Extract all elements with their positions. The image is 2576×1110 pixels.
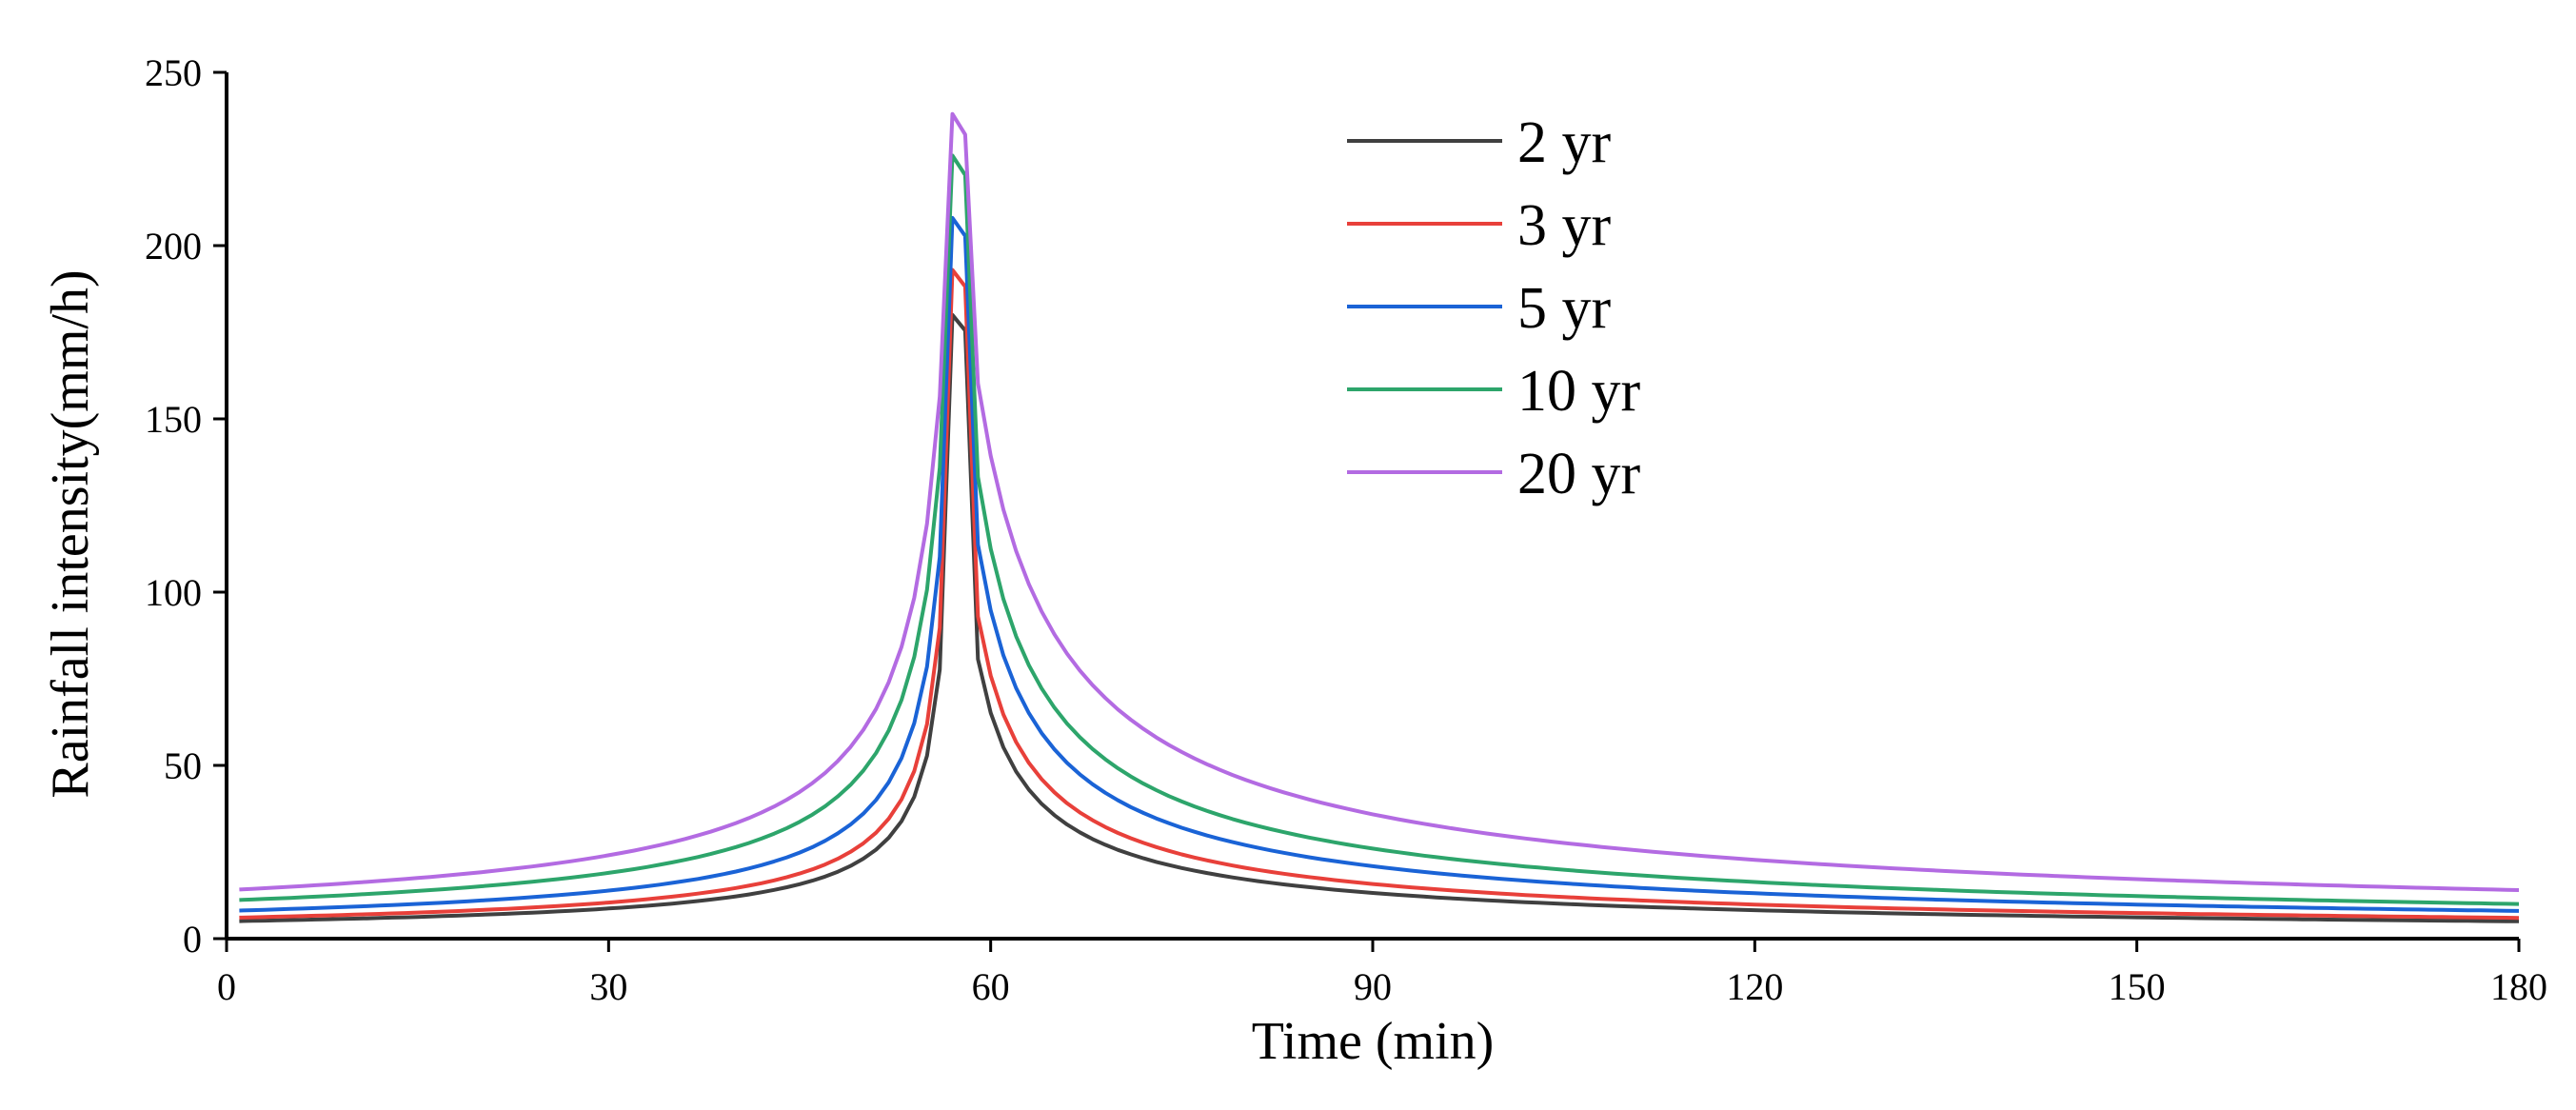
series-line-3-yr <box>239 268 2520 921</box>
y-tick-label: 50 <box>164 744 202 787</box>
y-ticks: 0 50 100 150 200 250 <box>145 51 227 961</box>
x-axis-label: Time (min) <box>1252 1012 1495 1071</box>
axes: 0 30 60 90 120 150 180 0 50 100 150 200 250 <box>145 51 2547 1008</box>
y-tick-label: 200 <box>145 225 202 268</box>
x-tick-label: 60 <box>972 965 1010 1008</box>
legend-label: 2 yr <box>1517 110 1612 175</box>
legend: 2 yr 3 yr 5 yr 10 yr 20 yr <box>1347 110 1641 506</box>
y-tick-label: 100 <box>145 571 202 614</box>
legend-label: 3 yr <box>1517 193 1612 258</box>
series-line-5-yr <box>239 215 2520 913</box>
legend-label: 10 yr <box>1517 359 1641 424</box>
series-line-2-yr <box>239 312 2520 923</box>
x-tick-label: 120 <box>1726 965 1783 1008</box>
y-tick-label: 0 <box>183 918 202 961</box>
legend-label: 5 yr <box>1517 276 1612 341</box>
y-tick-label: 150 <box>145 398 202 441</box>
x-tick-label: 30 <box>589 965 627 1008</box>
y-axis-label: Rainfall intensity(mm/h) <box>41 269 100 798</box>
x-tick-label: 180 <box>2490 965 2547 1008</box>
y-tick-label: 250 <box>145 51 202 94</box>
x-tick-label: 150 <box>2109 965 2166 1008</box>
x-tick-label: 90 <box>1354 965 1392 1008</box>
x-tick-label: 0 <box>217 965 236 1008</box>
series-lines <box>239 111 2520 923</box>
series-line-10-yr <box>239 153 2520 906</box>
series-line-20-yr <box>239 111 2520 892</box>
legend-label: 20 yr <box>1517 442 1641 506</box>
x-ticks: 0 30 60 90 120 150 180 <box>217 939 2547 1008</box>
